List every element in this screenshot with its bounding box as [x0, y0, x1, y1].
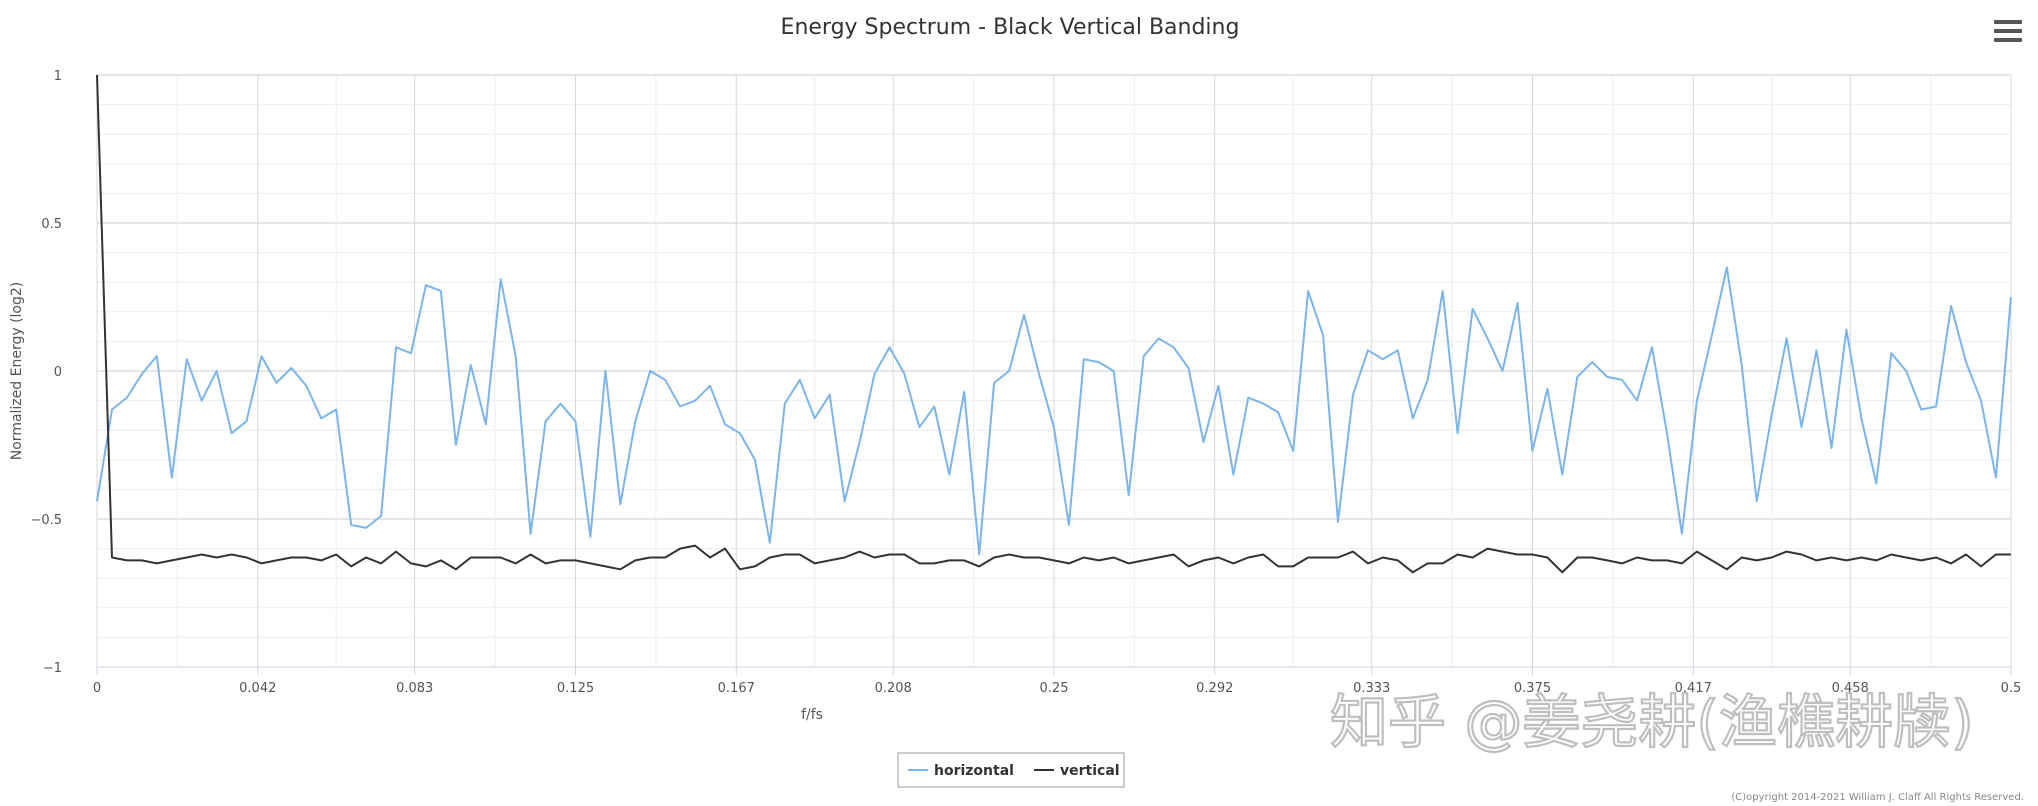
y-tick-label: −0.5	[30, 513, 62, 528]
x-axis-ticks: 0 0.042 0.083 0.125 0.167 0.208 0.25 0.292 0.333…	[93, 666, 2022, 696]
legend-item-horizontal[interactable]: horizontal	[908, 763, 1014, 779]
x-tick-label: 0.5	[2001, 681, 2022, 696]
legend-label-horizontal: horizontal	[934, 763, 1014, 779]
copyright: (C)opyright 2014-2021 William J. Claff A…	[1731, 792, 2024, 803]
y-tick-label: −1	[43, 661, 62, 676]
y-tick-label: 1	[54, 69, 62, 84]
grid	[96, 74, 2012, 668]
legend-label-vertical: vertical	[1060, 763, 1120, 779]
x-tick-label: 0.333	[1353, 681, 1390, 696]
x-tick-label: 0.292	[1196, 681, 1233, 696]
menu-bar	[1994, 29, 2022, 33]
y-axis-ticks: −1 −0.5 0 0.5 1	[30, 69, 62, 676]
series-line-horizontal	[96, 266, 2012, 556]
y-tick-label: 0.5	[41, 217, 62, 232]
x-tick-label: 0.375	[1514, 681, 1551, 696]
chart-title: Energy Spectrum - Black Vertical Banding	[781, 15, 1240, 40]
x-axis-title: f/fs	[801, 707, 823, 723]
x-tick-label: 0.167	[718, 681, 755, 696]
legend-item-vertical[interactable]: vertical	[1034, 763, 1120, 779]
y-axis-title: Normalized Energy (log2)	[9, 282, 25, 460]
menu-bar	[1994, 38, 2022, 42]
x-tick-label: 0.458	[1832, 681, 1869, 696]
x-tick-label: 0.417	[1675, 681, 1712, 696]
legend-box	[897, 752, 1125, 788]
menu-bar	[1994, 20, 2022, 24]
series-group	[96, 74, 2012, 574]
x-tick-label: 0.042	[239, 681, 276, 696]
x-tick-label: 0.083	[396, 681, 433, 696]
hamburger-menu-icon[interactable]	[1994, 20, 2022, 44]
legend: horizontal vertical	[897, 752, 1125, 788]
x-tick-label: 0	[93, 681, 101, 696]
y-tick-label: 0	[54, 365, 62, 380]
x-tick-label: 0.125	[557, 681, 594, 696]
watermark: 知乎 @姜尧耕(渔樵耕牍)	[1330, 688, 1974, 756]
x-tick-label: 0.208	[875, 681, 912, 696]
series-line-vertical	[96, 74, 2011, 574]
x-tick-label: 0.25	[1040, 681, 1069, 696]
